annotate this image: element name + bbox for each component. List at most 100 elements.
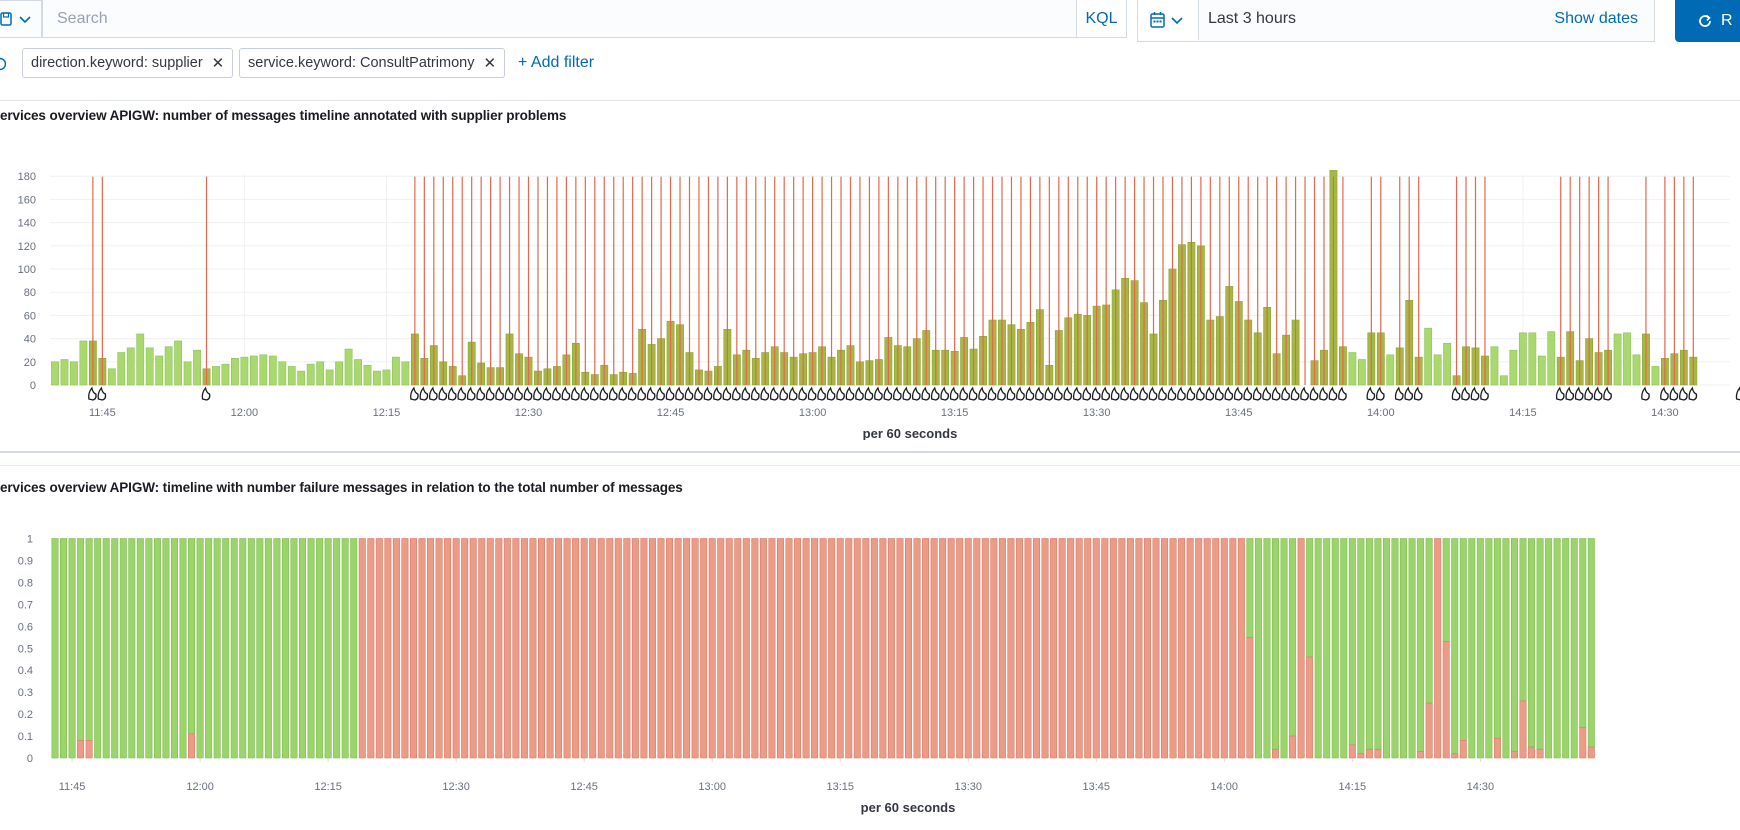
filter-menu-icon[interactable] (0, 54, 6, 74)
success-bar[interactable] (341, 538, 349, 759)
close-icon[interactable]: ✕ (211, 55, 225, 72)
count-bar[interactable] (325, 369, 334, 386)
failure-bar[interactable] (1289, 735, 1297, 759)
time-range-label[interactable]: Last 3 hours (1208, 10, 1297, 27)
count-bar[interactable] (363, 364, 372, 386)
success-bar[interactable] (1519, 538, 1527, 702)
failure-bar[interactable] (392, 538, 400, 759)
failure-bar[interactable] (964, 538, 972, 759)
success-bar[interactable] (1587, 538, 1595, 748)
annotation-fire-icon[interactable] (788, 386, 798, 401)
filter-pill-service[interactable]: service.keyword: ConsultPatrimony ✕ (239, 48, 506, 78)
count-bar[interactable] (354, 359, 362, 386)
failure-bar[interactable] (1015, 538, 1023, 759)
count-bar[interactable] (70, 361, 78, 386)
count-bar[interactable] (259, 354, 268, 386)
success-bar[interactable] (316, 538, 324, 759)
failure-bar[interactable] (802, 538, 810, 759)
success-bar[interactable] (1280, 538, 1288, 759)
failure-bar[interactable] (683, 538, 691, 759)
failure-bar[interactable] (358, 538, 366, 759)
success-bar[interactable] (68, 538, 76, 759)
failure-bar[interactable] (1041, 538, 1049, 759)
annotation-fire-icon[interactable] (1735, 386, 1740, 401)
annotation-fire-icon[interactable] (495, 386, 504, 401)
failure-bar[interactable] (85, 740, 93, 759)
annotation-fire-icon[interactable] (1044, 386, 1054, 401)
success-bar[interactable] (188, 538, 196, 735)
annotation-fire-icon[interactable] (1603, 386, 1612, 401)
failure-bar[interactable] (1118, 538, 1126, 759)
success-bar[interactable] (111, 538, 119, 759)
annotation-fire-icon[interactable] (1470, 386, 1480, 401)
failure-bar[interactable] (939, 538, 947, 759)
success-bar[interactable] (1451, 538, 1459, 754)
failure-bar[interactable] (1417, 751, 1425, 759)
annotation-fire-icon[interactable] (1053, 386, 1063, 401)
success-bar[interactable] (1528, 538, 1536, 748)
count-bar[interactable] (373, 370, 381, 386)
failure-bar[interactable] (427, 538, 435, 759)
count-bar[interactable] (1632, 354, 1641, 386)
annotation-fire-icon[interactable] (694, 386, 703, 401)
count-bar[interactable] (221, 363, 230, 386)
failure-bar[interactable] (486, 538, 494, 759)
annotation-fire-icon[interactable] (845, 386, 855, 401)
failure-bar[interactable] (461, 538, 469, 759)
failure-bar[interactable] (913, 538, 921, 759)
failure-bar[interactable] (1365, 748, 1373, 759)
annotation-fire-icon[interactable] (1214, 386, 1224, 401)
annotation-fire-icon[interactable] (968, 386, 978, 401)
success-bar[interactable] (1254, 538, 1262, 759)
annotation-fire-icon[interactable] (533, 386, 542, 401)
failure-bar[interactable] (1374, 748, 1382, 759)
failure-bar[interactable] (1459, 740, 1467, 759)
success-bar[interactable] (307, 538, 315, 759)
success-bar[interactable] (196, 538, 204, 759)
count-bar[interactable] (1433, 354, 1442, 386)
success-bar[interactable] (281, 538, 289, 759)
annotation-fire-icon[interactable] (713, 386, 722, 401)
count-bar[interactable] (145, 347, 154, 386)
count-bar[interactable] (193, 349, 201, 386)
success-bar[interactable] (1485, 538, 1493, 759)
failure-bar[interactable] (555, 538, 563, 759)
count-bar[interactable] (60, 359, 69, 386)
success-bar[interactable] (119, 538, 127, 759)
success-bar[interactable] (1408, 538, 1416, 759)
failure-bar[interactable] (1587, 746, 1595, 759)
success-bar[interactable] (170, 538, 178, 759)
success-bar[interactable] (94, 538, 102, 759)
count-bar[interactable] (1500, 375, 1508, 386)
annotation-fire-icon[interactable] (561, 386, 571, 401)
failure-bar[interactable] (469, 538, 477, 759)
annotation-fire-icon[interactable] (855, 386, 864, 401)
success-bar[interactable] (1442, 538, 1450, 642)
annotation-fire-icon[interactable] (466, 386, 476, 401)
failure-bar[interactable] (768, 538, 776, 759)
filter-pill-direction[interactable]: direction.keyword: supplier ✕ (22, 48, 234, 78)
annotation-fire-icon[interactable] (1167, 386, 1177, 401)
annotation-fire-icon[interactable] (599, 386, 609, 401)
failure-bar[interactable] (648, 538, 656, 759)
success-bar[interactable] (1374, 538, 1382, 750)
failure-bar[interactable] (1493, 737, 1501, 759)
count-bar[interactable] (316, 361, 325, 386)
failure-bar[interactable] (1058, 538, 1066, 759)
annotation-fire-icon[interactable] (902, 386, 912, 401)
failure-bar[interactable] (1442, 641, 1450, 759)
annotation-fire-icon[interactable] (552, 386, 561, 401)
annotation-fire-icon[interactable] (732, 386, 741, 401)
failure-bar[interactable] (367, 538, 375, 759)
count-bar[interactable] (392, 356, 400, 386)
count-bar[interactable] (401, 361, 410, 386)
count-bar[interactable] (1651, 366, 1660, 386)
failure-bar[interactable] (1024, 538, 1032, 759)
failure-bar[interactable] (1272, 748, 1280, 759)
failure-bar[interactable] (1306, 656, 1314, 759)
annotation-fire-icon[interactable] (750, 386, 760, 401)
annotation-fire-icon[interactable] (457, 386, 467, 401)
failure-bar[interactable] (1075, 538, 1083, 759)
annotation-fire-icon[interactable] (1243, 386, 1253, 401)
annotation-fire-icon[interactable] (1413, 386, 1423, 401)
